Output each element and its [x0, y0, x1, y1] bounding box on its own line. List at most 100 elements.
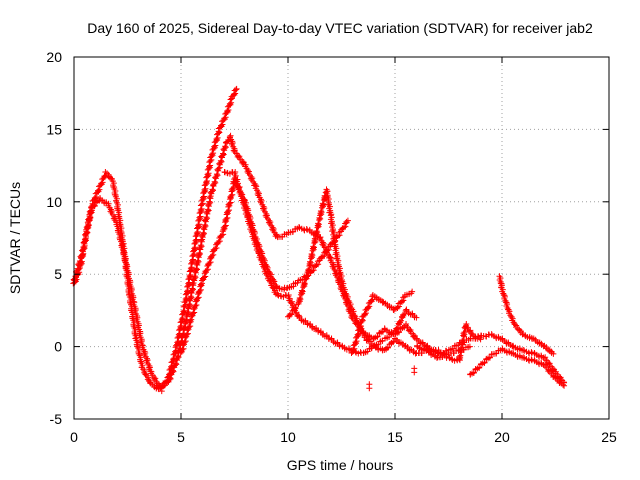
data-point-marker	[355, 330, 362, 337]
data-point-marker	[225, 107, 232, 114]
data-point-marker	[230, 91, 237, 98]
data-point-marker	[399, 311, 406, 318]
data-point-marker	[187, 317, 194, 324]
data-point-marker	[198, 237, 205, 244]
data-point-marker	[366, 385, 373, 392]
data-point-marker	[193, 301, 200, 308]
data-point-marker	[310, 243, 317, 250]
data-point-marker	[319, 200, 326, 207]
data-point-marker	[167, 374, 174, 381]
data-point-marker	[356, 324, 363, 331]
data-point-marker	[212, 179, 219, 186]
data-point-marker	[351, 345, 358, 352]
data-point-marker	[456, 353, 463, 360]
series-track-d	[221, 168, 420, 357]
data-point-marker	[379, 299, 386, 306]
data-point-marker	[311, 262, 318, 269]
data-point-marker	[398, 317, 405, 324]
data-point-marker	[306, 258, 313, 265]
data-point-marker	[172, 360, 179, 367]
data-point-marker	[195, 294, 202, 301]
data-point-marker	[158, 388, 165, 395]
data-point-marker	[433, 354, 440, 361]
data-point-marker	[186, 324, 193, 331]
chart-title: Day 160 of 2025, Sidereal Day-to-day VTE…	[87, 20, 593, 36]
ticks-layer: 0 5 10 15 20 25 -5 0 5 10 15 20	[46, 49, 617, 445]
data-point-marker	[98, 180, 105, 187]
data-point-marker	[477, 336, 484, 343]
data-point-marker	[466, 343, 473, 350]
data-point-marker	[169, 367, 176, 374]
series-track-g	[467, 345, 568, 389]
data-point-marker	[204, 266, 211, 273]
data-point-marker	[74, 265, 81, 272]
data-point-marker	[409, 288, 416, 295]
data-point-marker	[202, 273, 209, 280]
data-point-marker	[344, 217, 351, 224]
data-point-marker	[214, 134, 221, 141]
data-point-marker	[75, 266, 82, 273]
x-tick-label: 20	[494, 429, 510, 445]
data-point-marker	[126, 285, 133, 292]
data-point-marker	[561, 382, 568, 389]
y-tick-label: -5	[50, 411, 63, 427]
data-point-marker	[215, 239, 222, 246]
x-tick-label: 5	[177, 429, 185, 445]
data-point-marker	[206, 260, 213, 267]
data-point-marker	[222, 144, 229, 151]
data-point-marker	[460, 330, 467, 337]
data-point-marker	[364, 304, 371, 311]
data-point-marker	[211, 143, 218, 150]
data-point-marker	[401, 311, 408, 318]
data-point-marker	[217, 157, 224, 164]
data-point-marker	[358, 323, 365, 330]
data-point-marker	[221, 115, 228, 122]
series-outliers	[126, 281, 418, 395]
data-point-marker	[179, 346, 186, 353]
data-point-marker	[301, 281, 308, 288]
data-point-marker	[78, 252, 85, 259]
data-point-marker	[210, 251, 217, 258]
data-point-marker	[315, 328, 322, 335]
data-point-marker	[196, 287, 203, 294]
data-point-marker	[187, 323, 194, 330]
data-point-marker	[308, 251, 315, 258]
data-point-marker	[411, 369, 418, 376]
data-point-marker	[218, 122, 225, 129]
series-track-e	[285, 186, 473, 361]
data-point-marker	[214, 172, 221, 179]
data-point-marker	[394, 324, 401, 331]
series-track-f	[348, 288, 416, 356]
data-point-marker	[191, 309, 198, 316]
data-point-marker	[311, 235, 318, 242]
x-axis-label: GPS time / hours	[287, 457, 394, 473]
data-point-marker	[304, 321, 311, 328]
data-point-marker	[273, 232, 280, 239]
data-point-marker	[304, 273, 311, 280]
data-point-marker	[189, 281, 196, 288]
data-point-marker	[210, 187, 217, 194]
data-point-marker	[197, 281, 204, 288]
data-point-marker	[393, 325, 400, 332]
x-tick-label: 10	[280, 429, 296, 445]
data-point-marker	[190, 310, 197, 317]
data-point-marker	[413, 314, 420, 321]
data-point-marker	[457, 345, 464, 352]
data-point-marker	[182, 338, 189, 345]
data-point-marker	[192, 303, 199, 310]
data-point-marker	[208, 151, 215, 158]
data-point-marker	[299, 287, 306, 294]
y-tick-label: 10	[46, 194, 62, 210]
data-point-marker	[201, 274, 208, 281]
y-tick-label: 0	[54, 339, 62, 355]
data-point-marker	[361, 311, 368, 318]
data-point-marker	[286, 312, 293, 319]
y-tick-label: 20	[46, 49, 62, 65]
data-point-marker	[559, 381, 566, 388]
data-point-marker	[218, 158, 225, 165]
data-point-marker	[222, 143, 229, 150]
data-point-marker	[181, 339, 188, 346]
data-point-marker	[305, 266, 312, 273]
data-point-marker	[206, 194, 213, 201]
data-point-marker	[203, 267, 210, 274]
